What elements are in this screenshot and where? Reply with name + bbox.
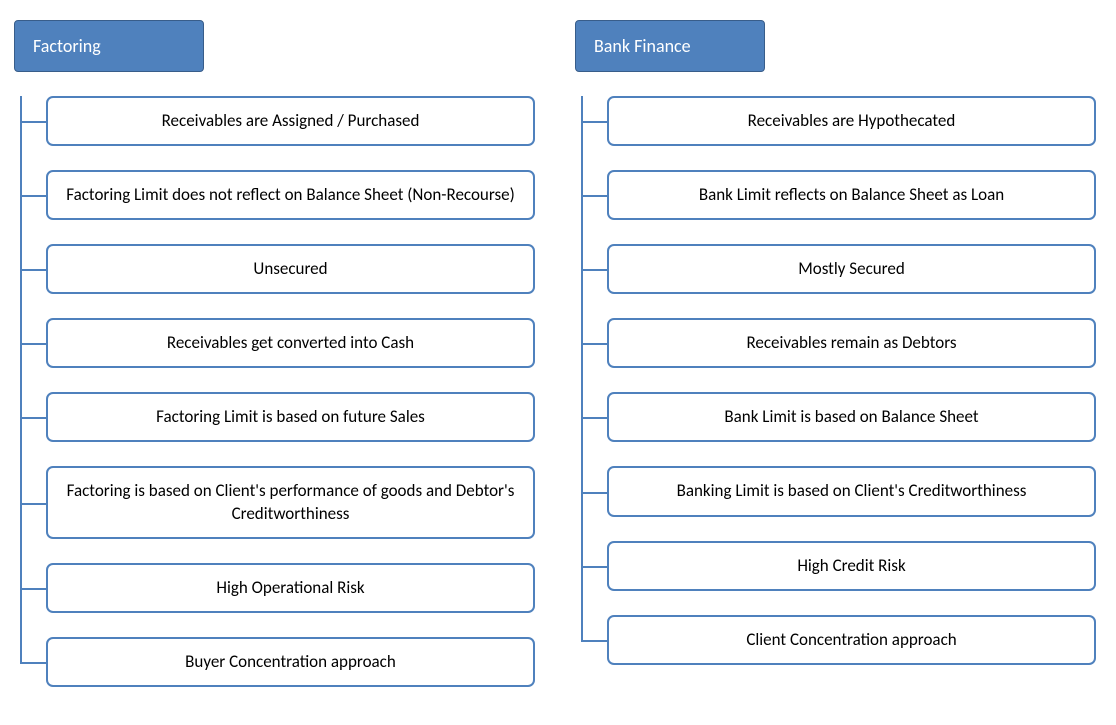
item-box: Factoring Limit is based on future Sales [46, 392, 535, 442]
item-box: Mostly Secured [607, 244, 1096, 294]
list-item: Mostly Secured [607, 244, 1096, 294]
item-box: Banking Limit is based on Client's Credi… [607, 466, 1096, 516]
item-box: Buyer Concentration approach [46, 637, 535, 687]
tree-connector [20, 503, 46, 505]
tree-connector [20, 195, 46, 197]
tree-connector [581, 343, 607, 345]
tree-connector [20, 121, 46, 123]
list-item: Unsecured [46, 244, 535, 294]
column-factoring: Factoring Receivables are Assigned / Pur… [14, 20, 535, 687]
tree-connector [20, 588, 46, 590]
item-box: Receivables are Hypothecated [607, 96, 1096, 146]
item-box: Unsecured [46, 244, 535, 294]
list-item: Receivables get converted into Cash [46, 318, 535, 368]
item-box: High Credit Risk [607, 541, 1096, 591]
item-box: Receivables get converted into Cash [46, 318, 535, 368]
tree-connector [20, 343, 46, 345]
tree-connector [581, 566, 607, 568]
list-item: Receivables are Assigned / Purchased [46, 96, 535, 146]
column-bank-finance: Bank Finance Receivables are Hypothecate… [575, 20, 1096, 687]
list-item: Bank Limit is based on Balance Sheet [607, 392, 1096, 442]
item-box: Factoring is based on Client's performan… [46, 466, 535, 538]
tree-spine [20, 96, 22, 663]
list-item: Banking Limit is based on Client's Credi… [607, 466, 1096, 516]
column-header: Factoring [14, 20, 204, 72]
tree-spine [581, 96, 583, 641]
list-item: Receivables are Hypothecated [607, 96, 1096, 146]
list-item: Factoring Limit does not reflect on Bala… [46, 170, 535, 220]
tree-connector [581, 640, 607, 642]
list-item: Receivables remain as Debtors [607, 318, 1096, 368]
tree-connector [20, 269, 46, 271]
list-item: High Operational Risk [46, 563, 535, 613]
list-item: Buyer Concentration approach [46, 637, 535, 687]
item-box: Receivables remain as Debtors [607, 318, 1096, 368]
item-box: Factoring Limit does not reflect on Bala… [46, 170, 535, 220]
item-box: Receivables are Assigned / Purchased [46, 96, 535, 146]
list-item: Bank Limit reflects on Balance Sheet as … [607, 170, 1096, 220]
tree-connector [20, 662, 46, 664]
comparison-diagram: Factoring Receivables are Assigned / Pur… [14, 20, 1096, 687]
list-item: Factoring Limit is based on future Sales [46, 392, 535, 442]
list-item: Factoring is based on Client's performan… [46, 466, 535, 538]
item-box: High Operational Risk [46, 563, 535, 613]
column-header: Bank Finance [575, 20, 765, 72]
tree-connector [581, 269, 607, 271]
tree-connector [581, 195, 607, 197]
tree-connector [20, 417, 46, 419]
tree-connector [581, 417, 607, 419]
items-wrapper: Receivables are Assigned / Purchased Fac… [14, 96, 535, 687]
tree-connector [581, 121, 607, 123]
items-wrapper: Receivables are Hypothecated Bank Limit … [575, 96, 1096, 665]
list-item: Client Concentration approach [607, 615, 1096, 665]
list-item: High Credit Risk [607, 541, 1096, 591]
tree-connector [581, 492, 607, 494]
item-box: Bank Limit is based on Balance Sheet [607, 392, 1096, 442]
item-box: Bank Limit reflects on Balance Sheet as … [607, 170, 1096, 220]
item-box: Client Concentration approach [607, 615, 1096, 665]
